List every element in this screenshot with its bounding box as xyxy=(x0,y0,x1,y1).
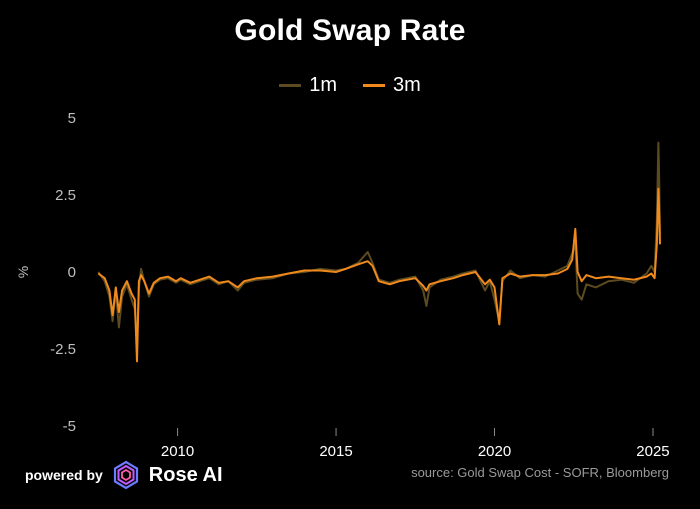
x-tick-label: 2025 xyxy=(636,443,669,460)
x-tick-label: 2015 xyxy=(319,443,352,460)
x-tick-label: 2020 xyxy=(478,443,511,460)
y-tick-label: 0 xyxy=(68,264,76,281)
series-layer xyxy=(97,141,661,363)
rose-ai-logo-icon xyxy=(113,460,138,490)
chart-title: Gold Swap Rate xyxy=(234,14,466,47)
series-line-3m xyxy=(97,187,661,363)
y-tick-label: 2.5 xyxy=(55,187,76,204)
legend-item-1m[interactable]: 1m xyxy=(279,74,337,97)
y-tick-label: 5 xyxy=(68,110,76,127)
chart-legend: 1m 3m xyxy=(0,74,700,97)
y-axis: 5 2.5 0 -2.5 -5 xyxy=(50,110,76,435)
branding: powered by Rose AI xyxy=(25,460,223,490)
legend-item-3m[interactable]: 3m xyxy=(363,74,421,97)
source-note: source: Gold Swap Cost - SOFR, Bloomberg xyxy=(411,465,669,480)
brand-name[interactable]: Rose AI xyxy=(148,463,223,486)
x-axis: 2010 2015 2020 2025 xyxy=(161,428,670,460)
legend-label-3m: 3m xyxy=(393,74,421,96)
y-tick-label: -5 xyxy=(63,418,76,435)
legend-label-1m: 1m xyxy=(309,74,337,96)
legend-swatch-1m xyxy=(279,84,302,87)
powered-by-label: powered by xyxy=(25,467,103,483)
y-tick-label: -2.5 xyxy=(50,341,76,358)
x-tick-label: 2010 xyxy=(161,443,194,460)
y-axis-label: % xyxy=(15,266,31,278)
legend-swatch-3m xyxy=(363,84,385,87)
